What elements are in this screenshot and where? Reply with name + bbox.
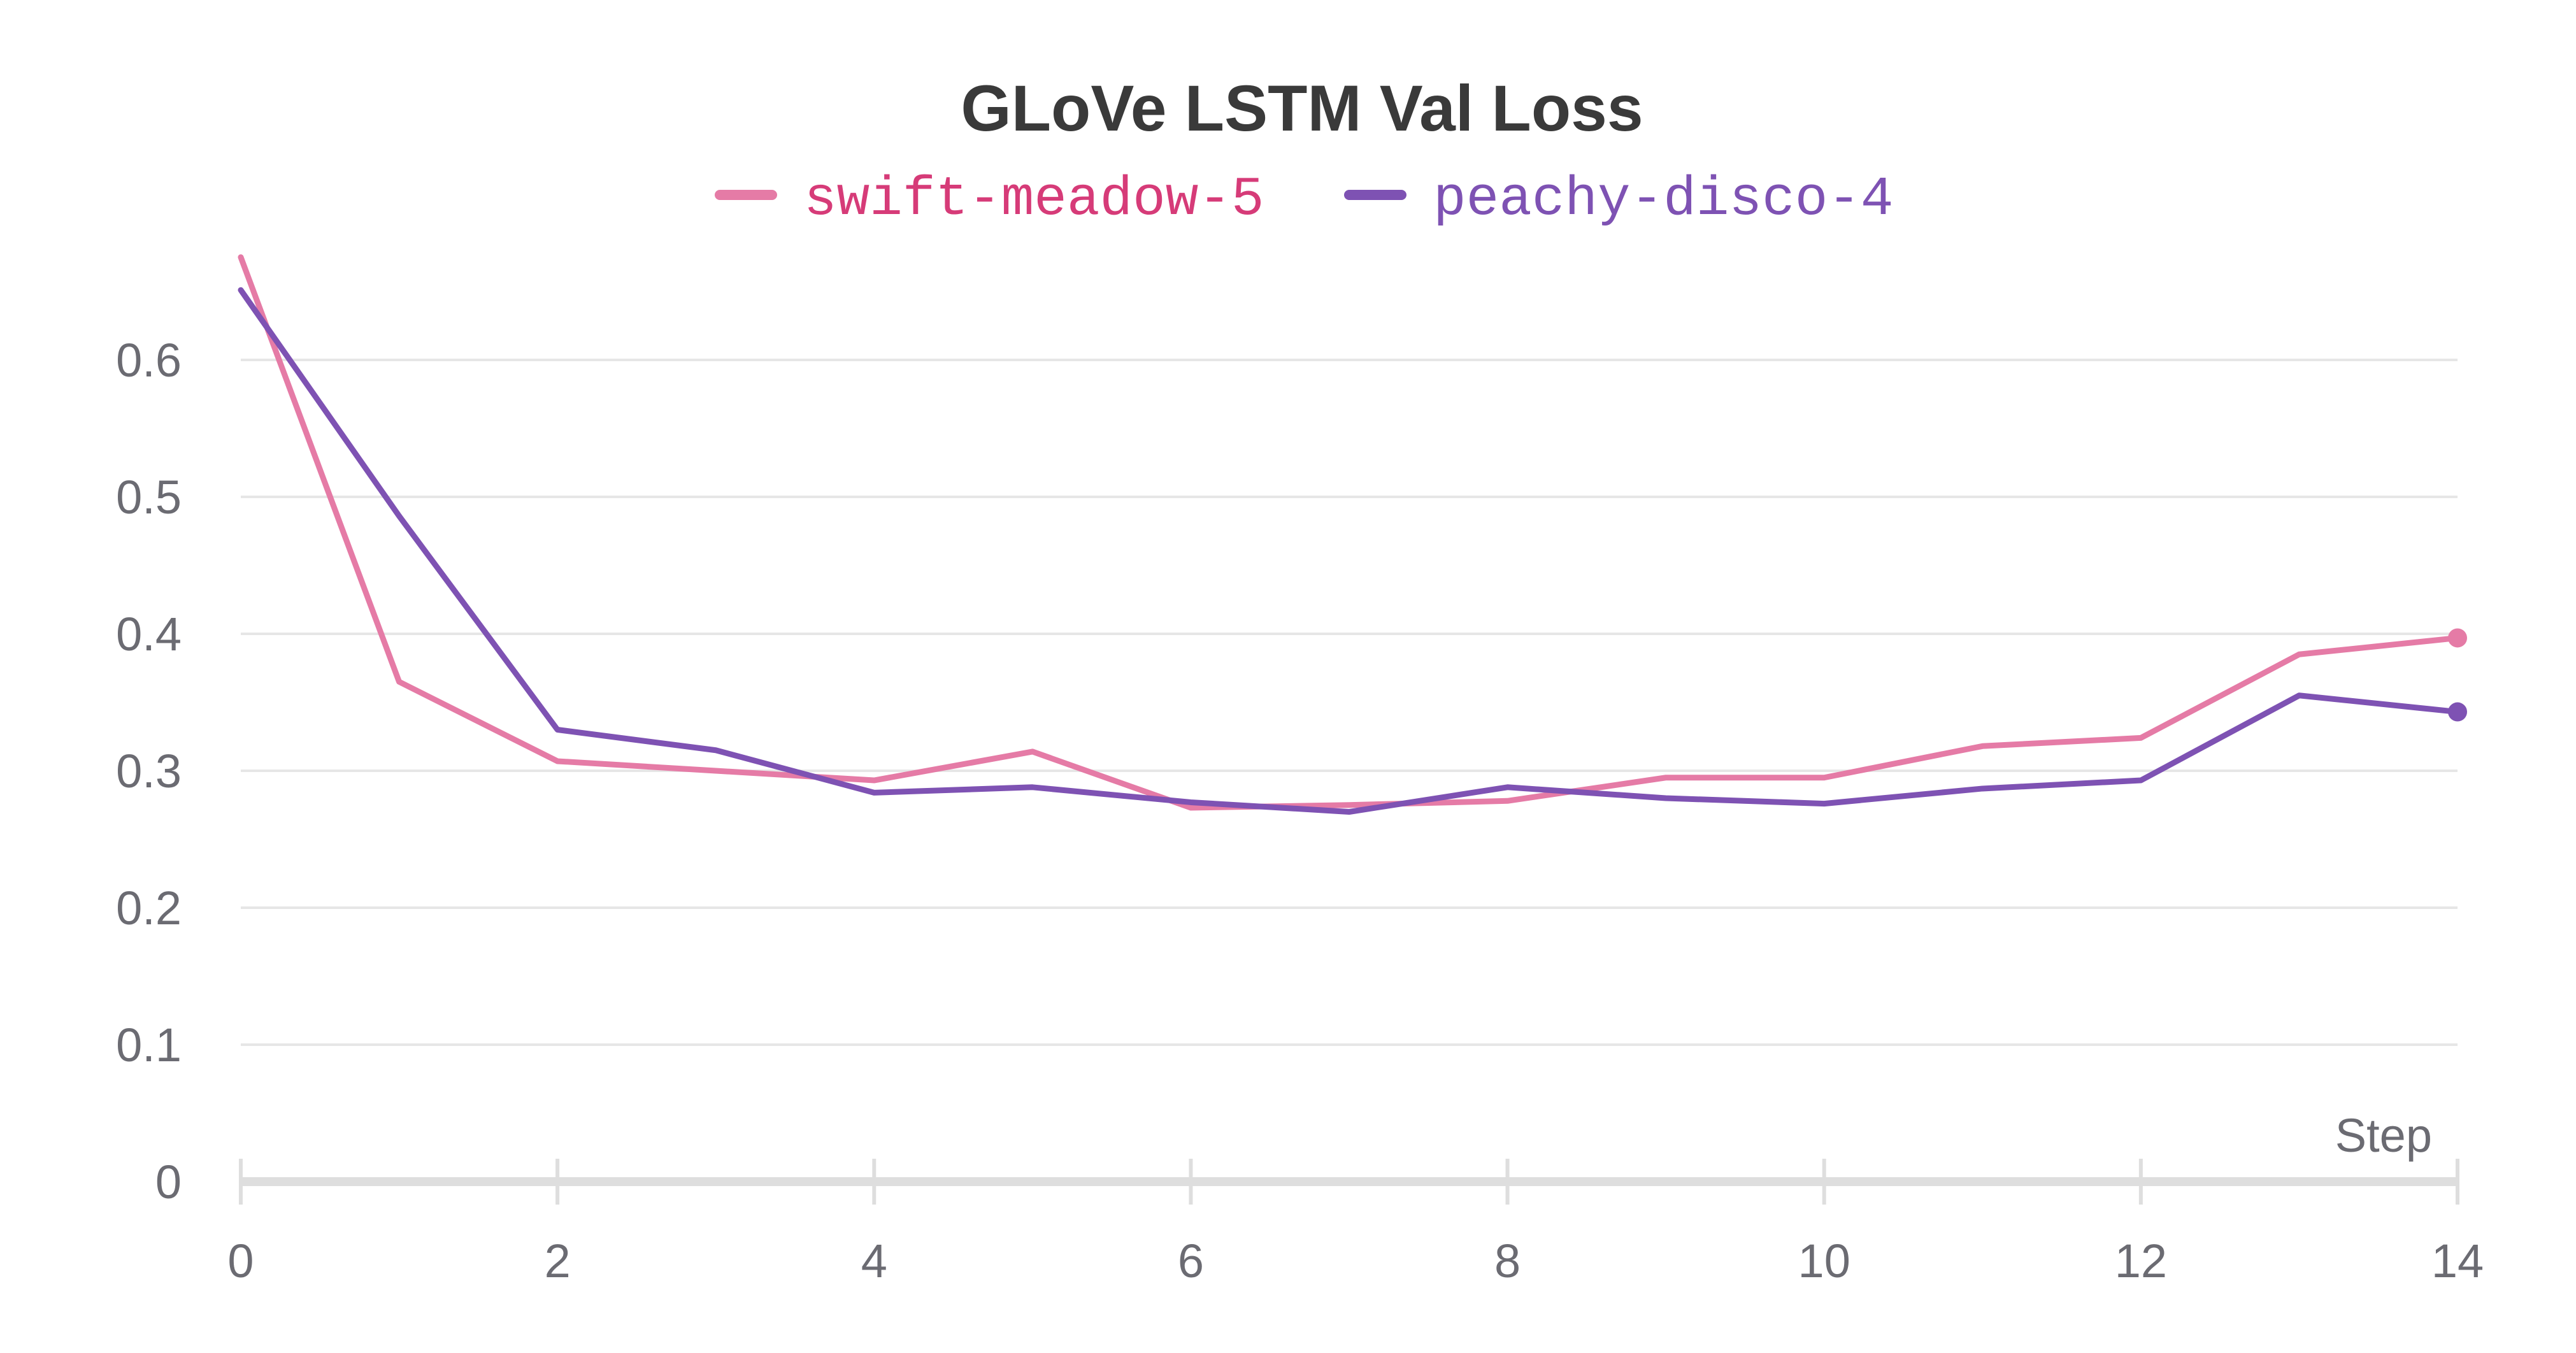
x-tick-label: 2: [545, 1235, 571, 1287]
x-tick-label: 4: [861, 1235, 887, 1287]
legend-label-swift-meadow-5: swift-meadow-5: [804, 168, 1264, 231]
x-tick-label: 14: [2431, 1235, 2484, 1287]
series-line-peachy-disco-4: [238, 287, 2461, 815]
y-tick-label: 0.2: [116, 882, 182, 934]
x-tick-label: 12: [2115, 1235, 2167, 1287]
series-layer: [238, 254, 2467, 815]
y-tick-label: 0.4: [116, 608, 182, 661]
x-tick-label: 8: [1494, 1235, 1521, 1287]
series-end-point-swift-meadow-5: [2448, 628, 2467, 648]
x-tick-label: 6: [1178, 1235, 1204, 1287]
x-axis: 0 2 4 6 8 10 12 14: [227, 1159, 2484, 1287]
legend: swift-meadow-5 peachy-disco-4: [715, 168, 1894, 231]
y-tick-label: 0.6: [116, 334, 182, 387]
series-end-point-peachy-disco-4: [2448, 702, 2467, 722]
legend-label-peachy-disco-4: peachy-disco-4: [1433, 168, 1894, 231]
y-tick-label: 0.1: [116, 1019, 182, 1071]
y-tick-label: 0.3: [116, 745, 182, 798]
y-axis: 0 0.1 0.2 0.3 0.4 0.5 0.6: [116, 334, 182, 1208]
series-line-swift-meadow-5: [238, 254, 2461, 811]
x-tick-label: 0: [227, 1235, 254, 1287]
x-axis-label: Step: [2335, 1109, 2432, 1162]
y-tick-label: 0.5: [116, 471, 182, 524]
gridlines: [241, 359, 2458, 1046]
y-tick-label: 0: [155, 1156, 182, 1208]
chart-title: GLoVe LSTM Val Loss: [961, 72, 1643, 145]
x-tick-label: 10: [1798, 1235, 1850, 1287]
